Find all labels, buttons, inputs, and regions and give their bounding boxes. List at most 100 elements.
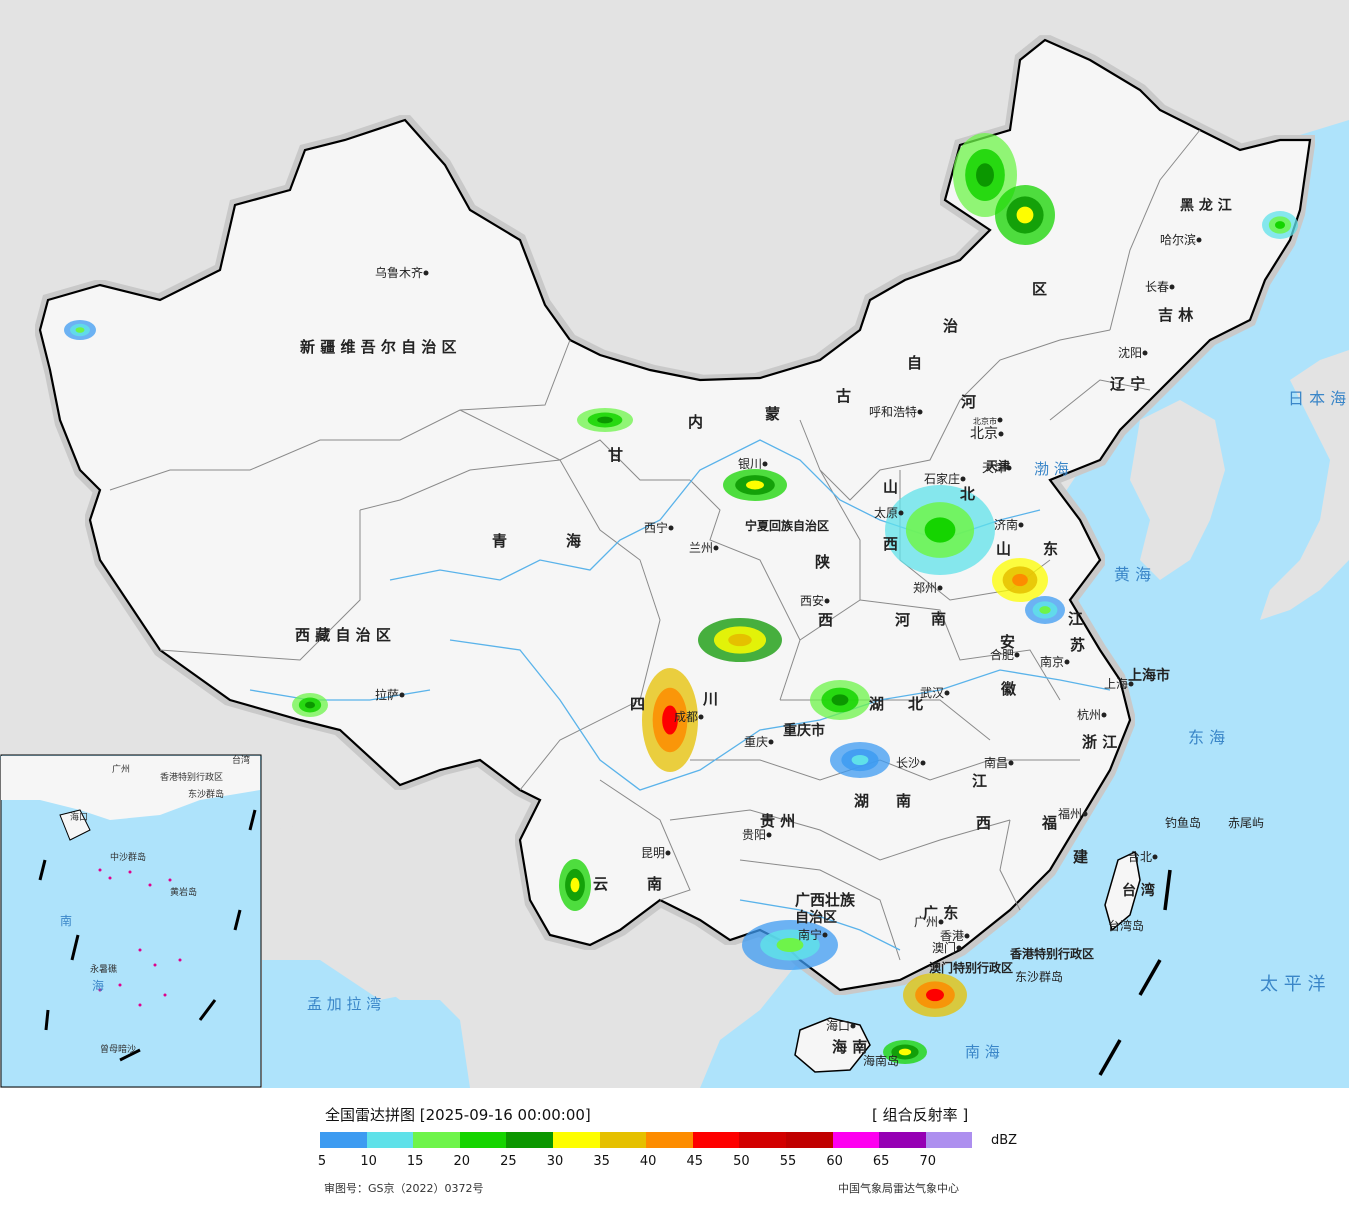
city-dot (937, 585, 943, 591)
legend-tick-label: 45 (686, 1154, 704, 1169)
city-label: 北京市 (973, 416, 997, 426)
region-label-province: 山 (883, 478, 898, 496)
city-dot (960, 476, 966, 482)
legend-title: 全国雷达拼图 [2025-09-16 00:00:00] (325, 1106, 591, 1124)
region-label-province: 云 (593, 875, 608, 893)
region-label-province: 广 东 (923, 904, 958, 922)
legend-tick-label: 35 (593, 1154, 610, 1169)
legend-tick-label: 55 (779, 1154, 797, 1169)
city-dot (668, 525, 674, 531)
region-label-province: 西 (883, 535, 898, 553)
radar-echo-core (1039, 606, 1051, 614)
legend-tick-label: 25 (500, 1154, 517, 1169)
city-label: 哈尔滨 (1160, 232, 1196, 247)
city-label: 海口 (826, 1018, 850, 1033)
legend-tick-label: 60 (826, 1154, 843, 1169)
inset-label: 海口 (70, 811, 88, 823)
radar-echo-core (776, 938, 804, 952)
region-label-province: 辽 宁 (1110, 375, 1145, 393)
foreign-land-japan (1260, 350, 1349, 620)
city-label: 西安 (800, 593, 824, 608)
region-label-sea: 日 本 海 (1288, 389, 1346, 408)
city-label: 南昌 (984, 755, 1008, 770)
region-label-province: 湖 (869, 695, 884, 713)
inset-label: 曾母暗沙 (100, 1043, 136, 1055)
legend-tick-label: 50 (733, 1154, 750, 1169)
region-label-province: 青 (492, 532, 507, 550)
legend-color-cell (552, 1132, 600, 1148)
city-label: 银川 (738, 457, 762, 471)
legend-color-cell (692, 1132, 740, 1148)
city-dot (998, 431, 1004, 437)
region-label-province: 江 (972, 772, 987, 790)
region-label-province: 重庆市 (783, 722, 825, 739)
region-label-province: 东 (1043, 540, 1058, 558)
region-label-province: 江 (1068, 610, 1083, 628)
city-label: 合肥 (990, 647, 1014, 662)
region-label-province: 蒙 (765, 405, 780, 423)
legend-color-cell (785, 1132, 833, 1148)
city-dot (938, 919, 944, 925)
city-dot (898, 510, 904, 516)
province-boundaries (109, 129, 1201, 961)
legend-color-cell (320, 1132, 367, 1148)
city-dot (1128, 681, 1134, 687)
city-dot (1082, 811, 1088, 817)
inset-label: 香港特别行政区 (160, 771, 223, 783)
city-dot (1142, 350, 1148, 356)
legend-color-cell (832, 1132, 880, 1148)
legend-tick-label: 40 (639, 1154, 657, 1169)
city-label: 上海 (1104, 676, 1128, 691)
city-label: 香港 (940, 929, 964, 943)
region-label-province: 川 (702, 690, 718, 708)
region-label-province: 贵 州 (760, 812, 795, 830)
region-label-province: 河 (895, 611, 910, 629)
legend-unit: dBZ (991, 1133, 1018, 1148)
region-label-province: 建 (1073, 848, 1089, 866)
legend-color-cell (366, 1132, 414, 1148)
city-label: 成都 (674, 710, 698, 724)
region-label-province: 南 (896, 792, 911, 810)
region-label-province: 陕 (815, 553, 830, 571)
inset-label: 海 (92, 978, 104, 993)
city-label: 济南 (994, 517, 1018, 532)
maritime-boundaries (1098, 869, 1172, 1076)
region-label-province: 治 (943, 317, 958, 335)
city-dot (1018, 522, 1024, 528)
region-label-province: 南 (931, 610, 946, 628)
city-label: 南宁 (798, 927, 822, 942)
region-label-province: 宁夏回族自治区 (745, 518, 829, 533)
city-dot (1101, 712, 1107, 718)
radar-echo-core (851, 754, 869, 766)
city-label: 台北 (1128, 849, 1152, 864)
legend-color-cell (646, 1132, 693, 1148)
city-dot (1008, 760, 1014, 766)
city-label: 郑州 (913, 580, 937, 595)
city-dot (1064, 659, 1070, 665)
city-label: 贵阳 (742, 828, 766, 842)
city-label: 西宁 (644, 520, 668, 535)
city-dot (920, 760, 926, 766)
inset-label: 永暑礁 (90, 963, 117, 975)
region-label-island: 台湾岛 (1108, 918, 1144, 933)
region-label-province: 苏 (1070, 636, 1085, 654)
region-label-province: 广西壮族 (795, 891, 856, 909)
city-label: 兰州 (689, 541, 713, 555)
city-dot (964, 933, 970, 939)
region-label-island: 海南岛 (863, 1053, 899, 1068)
region-label-province: 福 (1041, 814, 1057, 832)
region-label-province: 上海市 (1128, 667, 1170, 684)
region-label-province: 海 (566, 532, 581, 550)
city-label: 杭州 (1077, 707, 1101, 722)
south-china-sea-inset (0, 754, 262, 1088)
legend-tick-label: 30 (546, 1154, 564, 1169)
region-label-province: 台 湾 (1122, 882, 1155, 899)
region-label-province: 湖 (854, 792, 869, 810)
radar-echo-core (898, 1048, 912, 1056)
legend-product: [ 组合反射率 ] (872, 1106, 969, 1124)
radar-echo-core (976, 163, 994, 187)
inset-label: 广州 (112, 763, 130, 775)
radar-echo-core (746, 480, 764, 490)
city-label: 南京 (1040, 654, 1064, 669)
legend-color-cell (413, 1132, 460, 1148)
